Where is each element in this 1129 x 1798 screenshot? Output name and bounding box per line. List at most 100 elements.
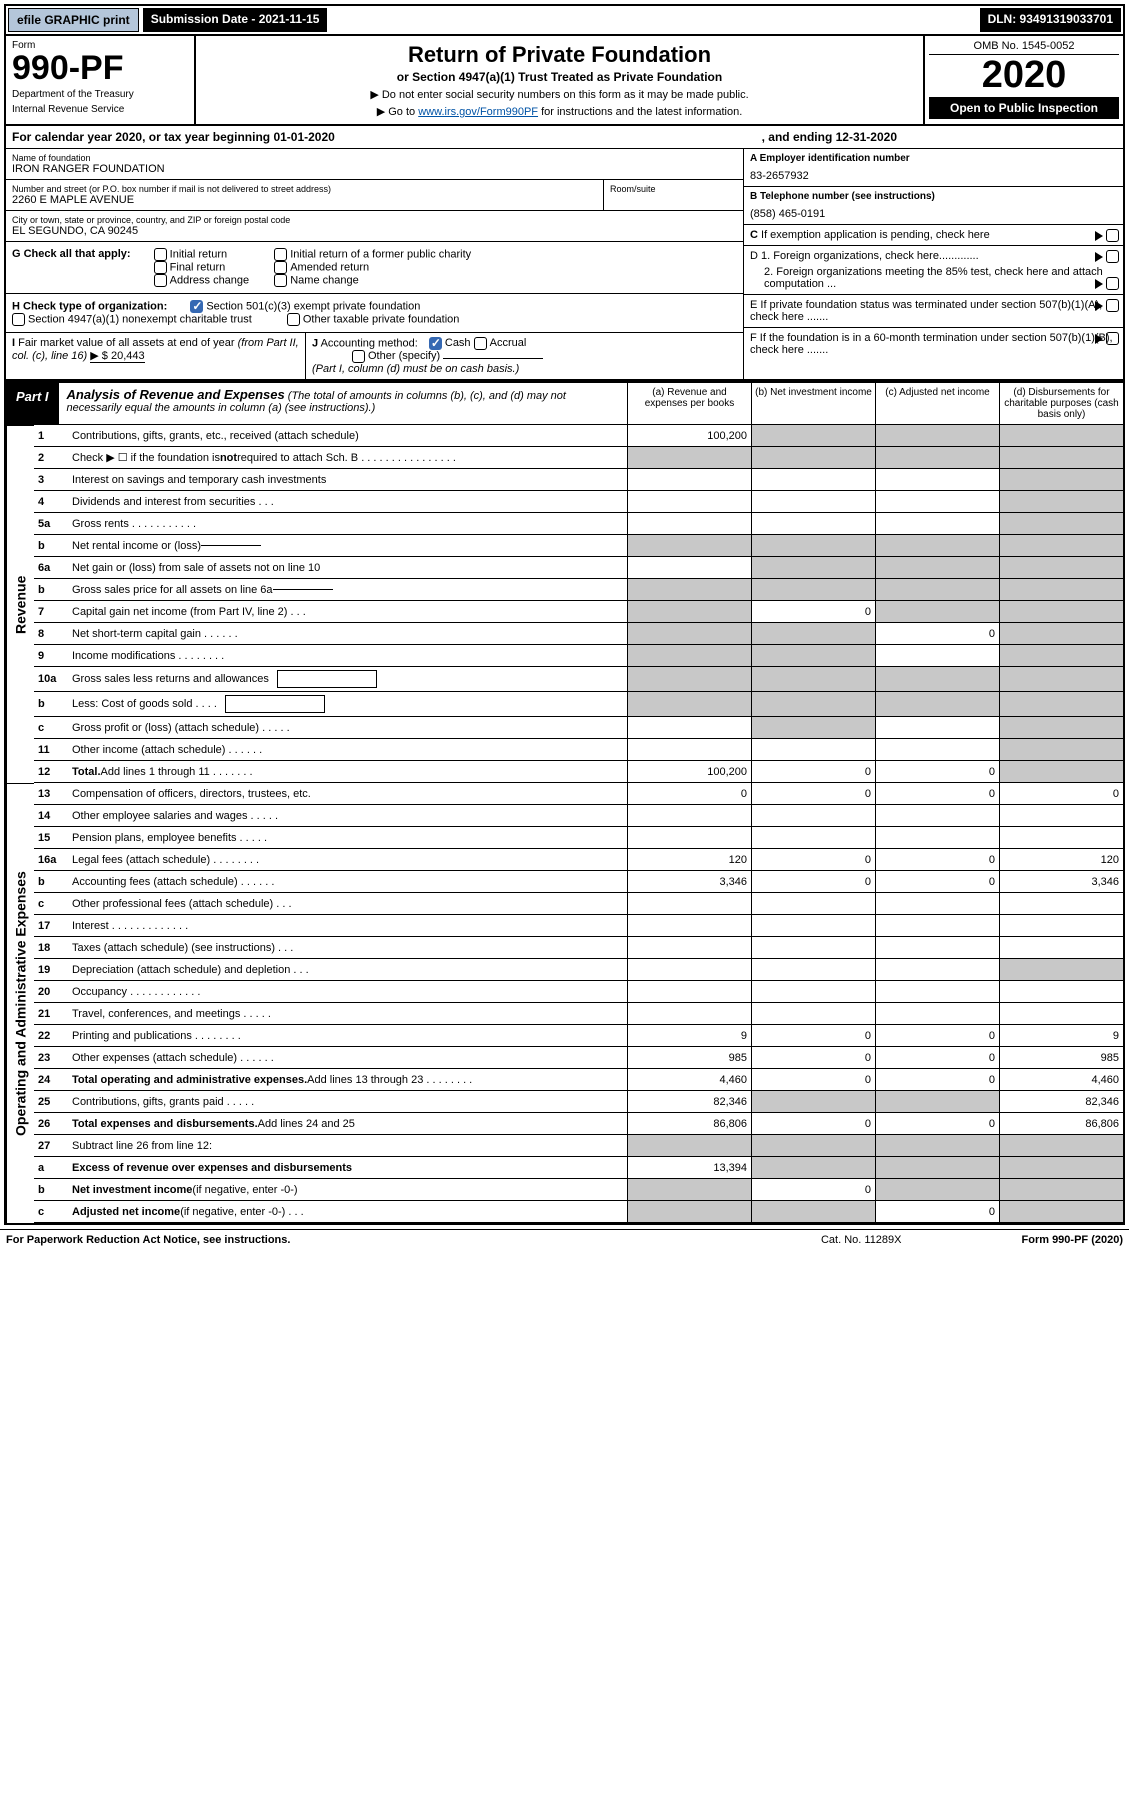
g-label: G Check all that apply: bbox=[12, 248, 131, 260]
g-check-row: G Check all that apply: Initial return F… bbox=[6, 242, 743, 294]
amt-cell bbox=[999, 623, 1123, 645]
row-desc: Taxes (attach schedule) (see instruction… bbox=[68, 937, 627, 959]
cb-initial-former[interactable] bbox=[274, 248, 287, 261]
cb-final-return[interactable] bbox=[154, 261, 167, 274]
arrow-icon bbox=[1095, 231, 1103, 241]
amt-cell bbox=[627, 739, 751, 761]
row-num: b bbox=[34, 692, 68, 717]
row-desc: Compensation of officers, directors, tru… bbox=[68, 783, 627, 805]
room-lbl: Room/suite bbox=[610, 184, 737, 194]
row-num: 25 bbox=[34, 1091, 68, 1113]
amt-cell bbox=[627, 692, 751, 717]
amt-cell bbox=[999, 447, 1123, 469]
row-desc: Gross rents . . . . . . . . . . . bbox=[68, 513, 627, 535]
amt-cell: 0 bbox=[875, 623, 999, 645]
efile-button[interactable]: efile GRAPHIC print bbox=[8, 8, 139, 32]
amt-cell bbox=[627, 535, 751, 557]
amt-cell bbox=[999, 981, 1123, 1003]
cb-e[interactable] bbox=[1106, 299, 1119, 312]
amt-cell: 0 bbox=[875, 871, 999, 893]
amt-cell bbox=[751, 469, 875, 491]
cb-amended[interactable] bbox=[274, 261, 287, 274]
row-num: 2 bbox=[34, 447, 68, 469]
omb-number: OMB No. 1545-0052 bbox=[929, 40, 1119, 55]
c-cell: C If exemption application is pending, c… bbox=[744, 225, 1123, 246]
arrow-icon-e bbox=[1095, 301, 1103, 311]
row-num: 21 bbox=[34, 1003, 68, 1025]
amt-cell bbox=[751, 937, 875, 959]
city-label: City or town, state or province, country… bbox=[12, 215, 737, 225]
amt-cell: 0 bbox=[751, 849, 875, 871]
row-num: 7 bbox=[34, 601, 68, 623]
amt-cell bbox=[999, 645, 1123, 667]
row-num: 4 bbox=[34, 491, 68, 513]
amt-cell bbox=[875, 535, 999, 557]
amt-cell: 13,394 bbox=[627, 1157, 751, 1179]
irs-link[interactable]: www.irs.gov/Form990PF bbox=[418, 106, 538, 118]
amt-cell: 0 bbox=[875, 783, 999, 805]
amt-cell: 3,346 bbox=[999, 871, 1123, 893]
amt-cell bbox=[999, 805, 1123, 827]
row-num: 27 bbox=[34, 1135, 68, 1157]
cb-f[interactable] bbox=[1106, 332, 1119, 345]
cal-end: , and ending 12-31-2020 bbox=[762, 130, 897, 144]
h-label: H Check type of organization: bbox=[12, 300, 167, 312]
row-num: 5a bbox=[34, 513, 68, 535]
amt-cell bbox=[875, 645, 999, 667]
amt-cell: 0 bbox=[875, 1025, 999, 1047]
top-bar: efile GRAPHIC print Submission Date - 20… bbox=[6, 6, 1123, 36]
amt-cell: 120 bbox=[627, 849, 751, 871]
dln-label: DLN: 93491319033701 bbox=[980, 8, 1121, 32]
cb-4947[interactable] bbox=[12, 313, 25, 326]
amt-cell bbox=[999, 893, 1123, 915]
amt-cell: 0 bbox=[875, 1113, 999, 1135]
cb-address-change[interactable] bbox=[154, 274, 167, 287]
amt-cell: 82,346 bbox=[627, 1091, 751, 1113]
cb-name-change[interactable] bbox=[274, 274, 287, 287]
amt-cell bbox=[751, 491, 875, 513]
row-desc: Net gain or (loss) from sale of assets n… bbox=[68, 557, 627, 579]
opt-initial: Initial return bbox=[170, 248, 227, 260]
row-desc: Gross sales less returns and allowances bbox=[68, 667, 627, 692]
amt-cell bbox=[875, 827, 999, 849]
row-desc: Subtract line 26 from line 12: bbox=[68, 1135, 627, 1157]
cb-other-taxable[interactable] bbox=[287, 313, 300, 326]
amt-cell bbox=[999, 601, 1123, 623]
row-desc: Other professional fees (attach schedule… bbox=[68, 893, 627, 915]
cb-initial-return[interactable] bbox=[154, 248, 167, 261]
open-to-public: Open to Public Inspection bbox=[929, 97, 1119, 119]
amt-cell bbox=[999, 535, 1123, 557]
addr-label: Number and street (or P.O. box number if… bbox=[12, 184, 597, 194]
cb-d2[interactable] bbox=[1106, 277, 1119, 290]
col-d-head: (d) Disbursements for charitable purpose… bbox=[999, 383, 1123, 424]
cb-accrual[interactable] bbox=[474, 337, 487, 350]
row-num: 12 bbox=[34, 761, 68, 783]
amt-cell: 0 bbox=[751, 601, 875, 623]
cb-cash[interactable] bbox=[429, 337, 442, 350]
f-cell: F If the foundation is in a 60-month ter… bbox=[744, 328, 1123, 360]
amt-cell bbox=[751, 692, 875, 717]
cb-d1[interactable] bbox=[1106, 250, 1119, 263]
cal-begin: For calendar year 2020, or tax year begi… bbox=[12, 130, 335, 144]
cb-501c3[interactable] bbox=[190, 300, 203, 313]
row-desc: Interest . . . . . . . . . . . . . bbox=[68, 915, 627, 937]
amt-cell bbox=[751, 959, 875, 981]
col-a-head: (a) Revenue and expenses per books bbox=[627, 383, 751, 424]
dept-treasury: Department of the Treasury bbox=[12, 89, 188, 100]
row-num: 24 bbox=[34, 1069, 68, 1091]
amt-cell bbox=[627, 1201, 751, 1223]
amt-cell bbox=[627, 447, 751, 469]
cb-other-method[interactable] bbox=[352, 350, 365, 363]
amt-cell: 0 bbox=[875, 849, 999, 871]
amt-cell: 0 bbox=[751, 761, 875, 783]
amt-cell: 0 bbox=[999, 783, 1123, 805]
opt-501c3: Section 501(c)(3) exempt private foundat… bbox=[206, 300, 420, 312]
amt-cell bbox=[875, 692, 999, 717]
entity-left: Name of foundation IRON RANGER FOUNDATIO… bbox=[6, 149, 743, 379]
instr-line-2: ▶ Go to www.irs.gov/Form990PF for instru… bbox=[206, 105, 913, 118]
amt-cell bbox=[875, 1157, 999, 1179]
row-num: 8 bbox=[34, 623, 68, 645]
row-num: 1 bbox=[34, 425, 68, 447]
amt-cell: 0 bbox=[751, 1113, 875, 1135]
cb-exemption[interactable] bbox=[1106, 229, 1119, 242]
